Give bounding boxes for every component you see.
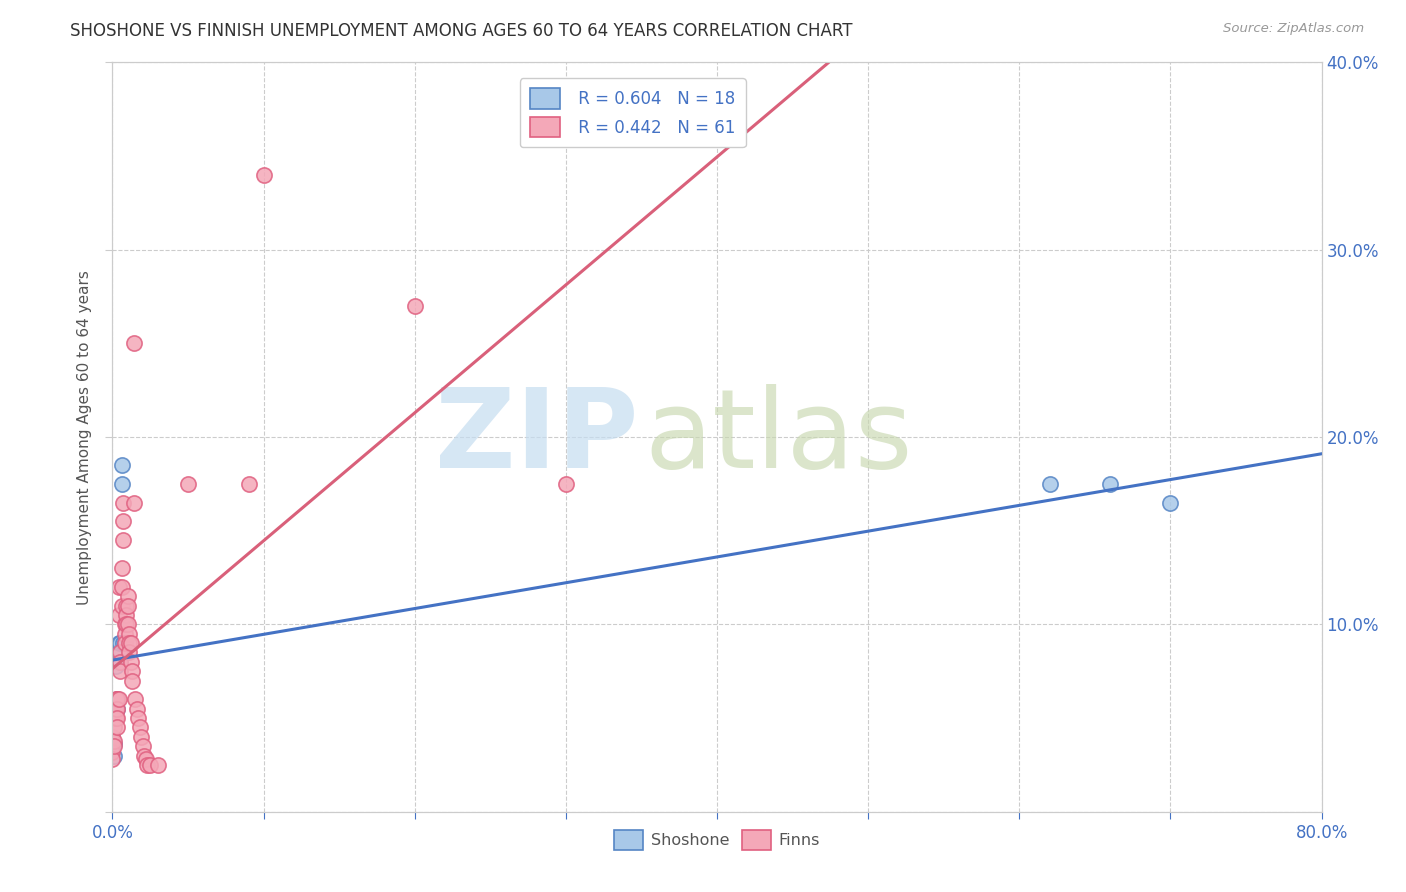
Legend: Shoshone, Finns: Shoshone, Finns	[607, 824, 827, 856]
Point	[105, 711, 128, 725]
Point	[101, 733, 124, 747]
Point	[121, 664, 143, 679]
Point	[118, 636, 141, 650]
Point	[177, 476, 200, 491]
Point	[104, 701, 127, 715]
Point	[101, 752, 124, 766]
Point	[103, 721, 125, 735]
Point	[103, 748, 125, 763]
Point	[139, 758, 162, 772]
Point	[107, 646, 129, 660]
Point	[103, 737, 125, 751]
Point	[104, 692, 127, 706]
Point	[114, 636, 136, 650]
Point	[108, 655, 131, 669]
Point	[117, 599, 139, 613]
Point	[1038, 476, 1062, 491]
Point	[107, 636, 129, 650]
Point	[105, 721, 128, 735]
Point	[118, 626, 141, 640]
Point	[127, 711, 149, 725]
Point	[129, 730, 152, 744]
Point	[110, 561, 132, 575]
Point	[132, 739, 155, 753]
Point	[253, 168, 276, 182]
Point	[112, 636, 135, 650]
Point	[117, 590, 139, 604]
Point	[101, 733, 124, 747]
Point	[135, 752, 157, 766]
Point	[104, 711, 127, 725]
Point	[122, 496, 145, 510]
Point	[108, 646, 131, 660]
Point	[238, 476, 260, 491]
Point	[114, 636, 136, 650]
Point	[118, 646, 141, 660]
Point	[110, 476, 132, 491]
Point	[120, 636, 142, 650]
Point	[110, 580, 132, 594]
Point	[104, 658, 127, 673]
Point	[114, 626, 136, 640]
Point	[134, 748, 156, 763]
Point	[115, 599, 138, 613]
Point	[103, 711, 125, 725]
Point	[112, 533, 135, 547]
Text: atlas: atlas	[644, 384, 912, 491]
Point	[404, 299, 426, 313]
Point	[136, 758, 159, 772]
Y-axis label: Unemployment Among Ages 60 to 64 years: Unemployment Among Ages 60 to 64 years	[77, 269, 91, 605]
Point	[121, 673, 143, 688]
Point	[112, 496, 135, 510]
Point	[103, 733, 125, 747]
Point	[108, 664, 131, 679]
Point	[114, 617, 136, 632]
Point	[110, 458, 132, 473]
Point	[105, 701, 128, 715]
Text: ZIP: ZIP	[434, 384, 638, 491]
Point	[115, 617, 138, 632]
Point	[125, 701, 148, 715]
Text: Source: ZipAtlas.com: Source: ZipAtlas.com	[1223, 22, 1364, 36]
Point	[101, 730, 124, 744]
Point	[146, 758, 169, 772]
Point	[115, 608, 138, 623]
Point	[112, 514, 135, 528]
Point	[110, 599, 132, 613]
Point	[105, 692, 128, 706]
Point	[103, 739, 125, 753]
Point	[105, 701, 128, 715]
Point	[108, 636, 131, 650]
Point	[101, 730, 124, 744]
Point	[122, 336, 145, 351]
Point	[554, 476, 576, 491]
Point	[101, 745, 124, 759]
Point	[1159, 496, 1181, 510]
Point	[1098, 476, 1121, 491]
Point	[107, 692, 129, 706]
Point	[128, 721, 150, 735]
Text: SHOSHONE VS FINNISH UNEMPLOYMENT AMONG AGES 60 TO 64 YEARS CORRELATION CHART: SHOSHONE VS FINNISH UNEMPLOYMENT AMONG A…	[70, 22, 853, 40]
Point	[108, 655, 131, 669]
Point	[107, 608, 129, 623]
Point	[107, 580, 129, 594]
Point	[124, 692, 146, 706]
Point	[117, 617, 139, 632]
Point	[105, 692, 128, 706]
Point	[120, 655, 142, 669]
